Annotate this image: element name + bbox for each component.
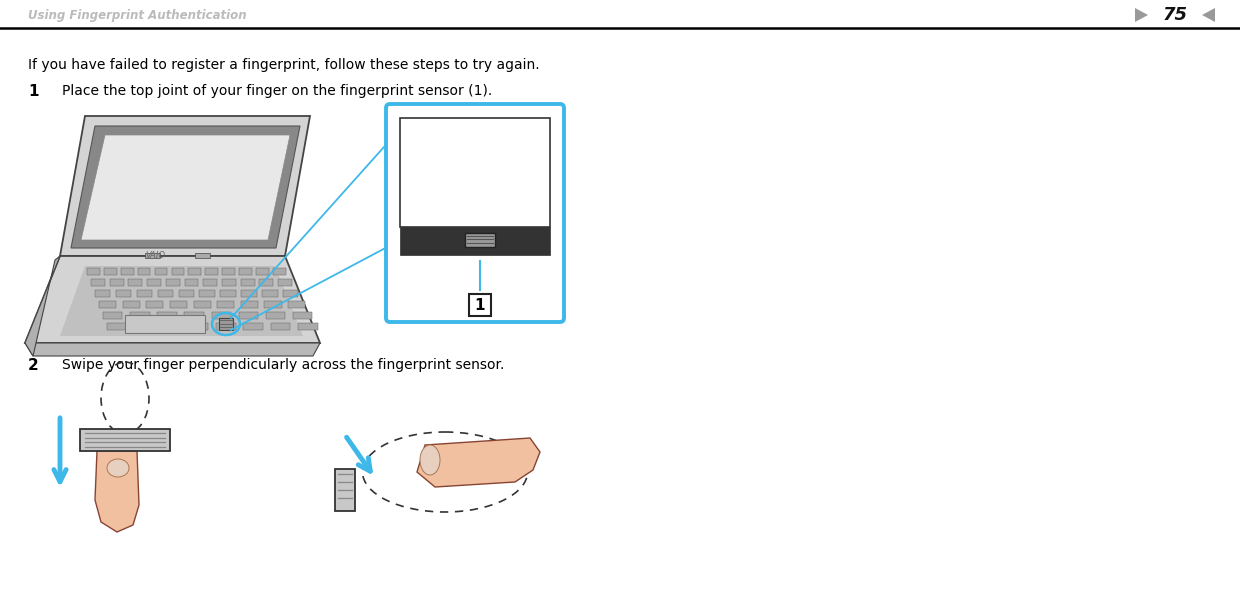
Bar — [219, 318, 233, 330]
Bar — [293, 312, 312, 319]
Bar — [203, 279, 217, 286]
Text: If you have failed to register a fingerprint, follow these steps to try again.: If you have failed to register a fingerp… — [29, 58, 539, 72]
Bar — [123, 301, 140, 308]
Bar — [217, 301, 234, 308]
Bar — [278, 279, 291, 286]
Bar — [401, 118, 551, 227]
Polygon shape — [417, 438, 539, 487]
Bar — [283, 290, 299, 297]
Polygon shape — [1135, 8, 1148, 22]
Text: Using Fingerprint Authentication: Using Fingerprint Authentication — [29, 10, 247, 22]
Polygon shape — [25, 343, 320, 356]
Bar — [188, 268, 201, 275]
Ellipse shape — [420, 445, 440, 475]
Bar — [264, 301, 281, 308]
Bar — [146, 301, 164, 308]
Text: Place the top joint of your finger on the fingerprint sensor (1).: Place the top joint of your finger on th… — [62, 84, 492, 98]
Bar — [242, 290, 257, 297]
Ellipse shape — [107, 459, 129, 477]
Bar — [270, 323, 290, 330]
Bar — [170, 301, 187, 308]
Bar — [166, 279, 180, 286]
Bar — [195, 253, 210, 258]
Text: VAIO: VAIO — [145, 251, 165, 260]
Bar — [200, 290, 215, 297]
Bar — [99, 301, 117, 308]
Bar — [188, 323, 208, 330]
Bar — [115, 290, 131, 297]
Polygon shape — [60, 266, 303, 336]
Bar — [298, 323, 317, 330]
Polygon shape — [81, 135, 290, 240]
Polygon shape — [71, 126, 300, 248]
Bar — [259, 279, 273, 286]
Bar — [125, 315, 205, 333]
Bar — [257, 268, 269, 275]
Bar — [335, 469, 355, 511]
Bar — [206, 268, 218, 275]
Bar — [239, 312, 258, 319]
Bar — [95, 290, 110, 297]
Bar — [87, 268, 99, 275]
Text: Swipe your finger perpendicularly across the fingerprint sensor.: Swipe your finger perpendicularly across… — [62, 358, 505, 372]
Polygon shape — [95, 451, 139, 532]
Polygon shape — [60, 116, 310, 256]
Bar — [216, 323, 236, 330]
Bar — [222, 268, 236, 275]
Bar — [239, 268, 252, 275]
Bar — [265, 312, 285, 319]
Bar — [185, 279, 198, 286]
Bar — [179, 290, 193, 297]
Bar — [262, 290, 278, 297]
Bar — [129, 279, 143, 286]
Bar — [107, 323, 126, 330]
Bar — [134, 323, 154, 330]
Bar — [157, 290, 174, 297]
Bar — [145, 253, 160, 258]
Bar — [288, 301, 305, 308]
Bar — [138, 268, 150, 275]
Bar — [193, 301, 211, 308]
Bar — [243, 323, 263, 330]
Bar — [103, 312, 123, 319]
Bar — [222, 279, 236, 286]
Bar — [185, 312, 203, 319]
Bar — [130, 312, 150, 319]
Bar — [81, 429, 170, 451]
FancyBboxPatch shape — [386, 104, 564, 322]
Bar — [136, 290, 153, 297]
Polygon shape — [1202, 8, 1215, 22]
Bar — [161, 323, 181, 330]
Text: 1: 1 — [29, 84, 38, 99]
Bar — [212, 312, 231, 319]
Bar — [155, 268, 167, 275]
Text: 75: 75 — [1163, 6, 1188, 24]
Bar — [120, 268, 134, 275]
Bar — [469, 294, 491, 316]
Bar — [109, 279, 124, 286]
Bar — [241, 279, 254, 286]
Bar — [221, 290, 236, 297]
Bar — [241, 301, 258, 308]
Bar — [273, 268, 285, 275]
Text: 1: 1 — [475, 298, 485, 313]
Bar — [401, 227, 551, 255]
Bar — [465, 233, 495, 247]
Polygon shape — [25, 256, 60, 356]
Bar — [157, 312, 177, 319]
Bar — [91, 279, 105, 286]
Text: 2: 2 — [29, 358, 38, 373]
Bar — [148, 279, 161, 286]
Bar — [171, 268, 185, 275]
Polygon shape — [25, 256, 320, 343]
Bar — [104, 268, 117, 275]
